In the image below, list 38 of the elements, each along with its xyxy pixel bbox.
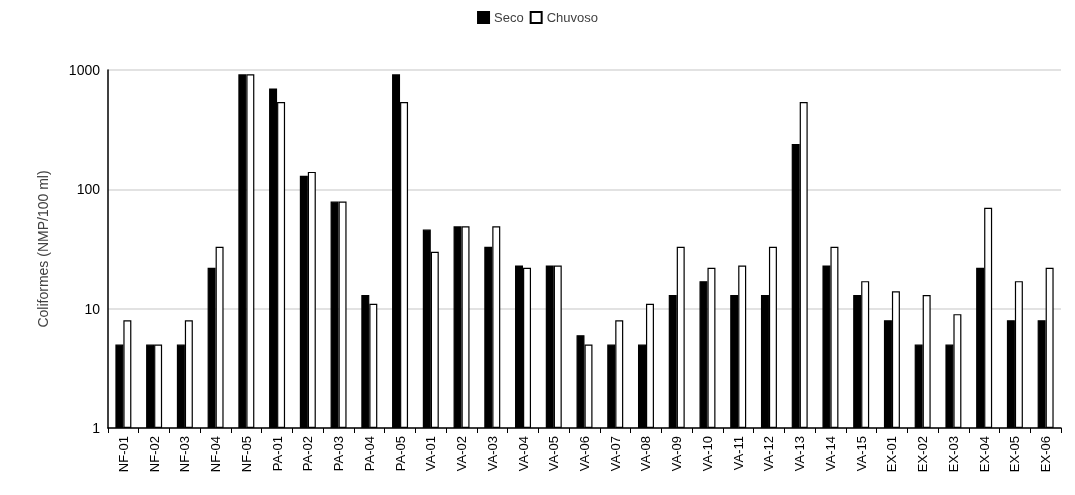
x-tick-label: NF-03 bbox=[177, 436, 193, 473]
y-axis-title: Coliformes (NMP/100 ml) bbox=[35, 170, 51, 328]
x-tick-label: NF-04 bbox=[208, 436, 224, 473]
x-tick-label: EX-02 bbox=[915, 436, 931, 473]
x-tick-label: VA-14 bbox=[822, 436, 838, 472]
x-tick-label: VA-13 bbox=[792, 436, 808, 472]
x-tick-label: EX-03 bbox=[945, 436, 961, 473]
x-tick-label: PA-02 bbox=[300, 436, 316, 472]
y-tick-label: 10 bbox=[84, 300, 101, 317]
x-tick-label: EX-01 bbox=[884, 436, 900, 473]
x-tick-label: NF-02 bbox=[146, 436, 162, 473]
x-tick-label: VA-09 bbox=[669, 436, 685, 472]
x-tick-label: EX-06 bbox=[1038, 436, 1054, 473]
y-tick-label: 100 bbox=[76, 181, 101, 198]
y-tick-label: 1000 bbox=[68, 62, 101, 78]
x-tick-label: NF-05 bbox=[238, 436, 254, 473]
x-tick-label: VA-15 bbox=[853, 436, 869, 472]
x-tick-label: PA-01 bbox=[269, 436, 285, 472]
x-tick-label: VA-08 bbox=[638, 436, 654, 472]
x-tick-label: PA-03 bbox=[331, 436, 347, 472]
legend-label: Seco bbox=[494, 10, 524, 25]
x-tick-label: VA-01 bbox=[423, 436, 439, 472]
x-tick-label: EX-05 bbox=[1007, 436, 1023, 473]
x-tick-label: VA-07 bbox=[607, 436, 623, 472]
x-tick-label: VA-11 bbox=[730, 436, 746, 471]
x-tick-label: VA-02 bbox=[454, 436, 470, 472]
x-tick-label: VA-10 bbox=[699, 436, 715, 472]
x-tick-label: PA-05 bbox=[392, 436, 408, 472]
legend-label: Chuvoso bbox=[546, 10, 598, 25]
x-tick-label: PA-04 bbox=[361, 436, 377, 472]
x-tick-label: EX-04 bbox=[976, 436, 992, 473]
x-tick-label: VA-03 bbox=[484, 436, 500, 472]
x-tick-label: VA-12 bbox=[761, 436, 777, 472]
x-tick-label: VA-05 bbox=[546, 436, 562, 472]
y-tick-label: 1 bbox=[92, 420, 101, 436]
x-tick-label: VA-06 bbox=[577, 436, 592, 472]
x-tick-label: VA-04 bbox=[515, 436, 531, 472]
x-tick-label: NF-01 bbox=[115, 436, 131, 473]
